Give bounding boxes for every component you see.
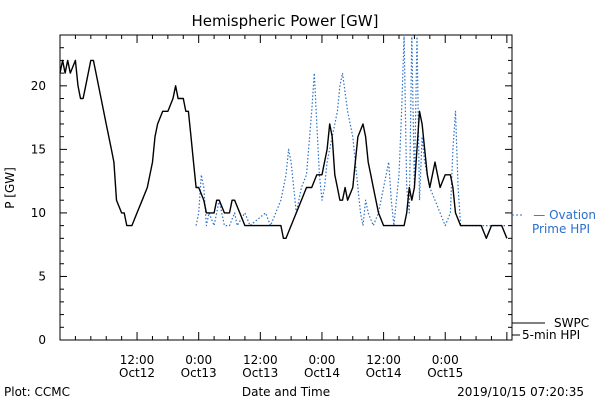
- legend-ovation-line-2: Prime HPI: [532, 222, 590, 236]
- x-tick-date-label: Oct14: [304, 366, 340, 380]
- chart-title: Hemispheric Power [GW]: [192, 12, 379, 30]
- x-tick-time-label: 0:00: [308, 353, 335, 367]
- x-axis-label: Date and Time: [242, 385, 330, 399]
- legend-swpc-line-2: 5-min HPI: [522, 328, 580, 342]
- x-tick-date-label: Oct14: [366, 366, 402, 380]
- x-axis: 12:00Oct120:00Oct1312:00Oct130:00Oct1412…: [74, 35, 508, 380]
- x-tick-time-label: 12:00: [243, 353, 278, 367]
- legend-ovation-line-1: — Ovation: [533, 208, 596, 222]
- x-tick-date-label: Oct12: [119, 366, 155, 380]
- y-tick-label: 20: [31, 79, 46, 93]
- x-tick-date-label: Oct13: [242, 366, 278, 380]
- y-tick-label: 0: [38, 333, 46, 347]
- x-tick-date-label: Oct15: [427, 366, 463, 380]
- y-axis: 0 5 10 15 20: [31, 34, 512, 347]
- swpc-hpi-line: [59, 59, 508, 240]
- legend-swpc-line-1: SWPC: [554, 316, 589, 330]
- y-axis-label: P [GW]: [3, 167, 17, 209]
- x-tick-time-label: 0:00: [432, 353, 459, 367]
- x-tick-time-label: 12:00: [120, 353, 155, 367]
- x-tick-time-label: 0:00: [185, 353, 212, 367]
- legend: — Ovation Prime HPI SWPC 5-min HPI: [512, 208, 596, 342]
- x-tick-time-label: 12:00: [366, 353, 401, 367]
- plot-source: Plot: CCMC: [4, 385, 70, 399]
- plot-frame: [59, 34, 513, 341]
- y-tick-label: 15: [31, 142, 46, 156]
- plot-timestamp: 2019/10/15 07:20:35: [457, 385, 584, 399]
- x-tick-date-label: Oct13: [181, 366, 217, 380]
- y-tick-label: 5: [38, 269, 46, 283]
- series-layer: [59, 34, 508, 240]
- ovation-prime-hpi-line: [195, 34, 507, 227]
- y-tick-label: 10: [31, 206, 46, 220]
